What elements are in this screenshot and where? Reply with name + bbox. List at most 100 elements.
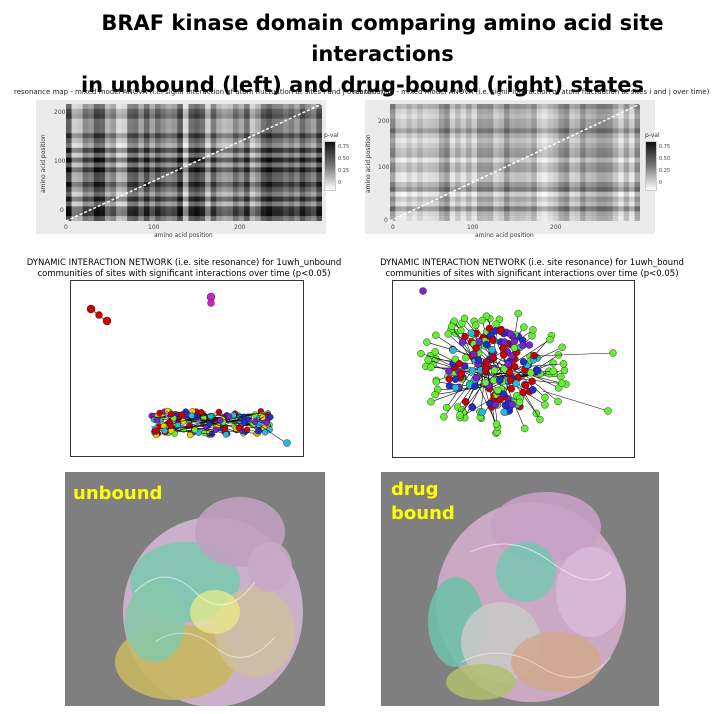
heatmap-cell (116, 104, 123, 110)
heatmap-cell (390, 104, 396, 110)
heatmap-cell (205, 167, 212, 173)
heatmap-cell (238, 143, 245, 149)
heatmap-cell (110, 186, 117, 193)
heatmap-cell (547, 138, 554, 144)
heatmap-cell (563, 147, 570, 154)
heatmap-cell (177, 152, 184, 159)
heatmap-cell (249, 157, 256, 163)
heatmap-cell (249, 162, 256, 168)
heatmap-cell (395, 143, 402, 149)
heatmap-cell (591, 162, 598, 168)
heatmap-cell (127, 128, 134, 134)
heatmap-cell (227, 167, 234, 173)
heatmap-cell (563, 133, 570, 139)
network-node (206, 420, 213, 427)
heatmap-cell (623, 147, 630, 154)
heatmap-cell (558, 162, 565, 168)
heatmap-cell (596, 138, 603, 144)
heatmap-cell (99, 118, 106, 124)
heatmap-cell (249, 216, 256, 221)
heatmap-cell (417, 113, 424, 120)
heatmap-cell (110, 143, 117, 149)
heatmap-cell (601, 157, 608, 163)
heatmap-cell (305, 147, 312, 154)
heatmap-cell (166, 201, 173, 207)
heatmap-cell (271, 216, 278, 221)
network-unbound (70, 280, 304, 457)
heatmap-cell (82, 182, 89, 188)
heatmap-cell (216, 152, 223, 159)
heatmap-cell (515, 128, 521, 134)
heatmap-cell (547, 147, 554, 154)
heatmap-cell (216, 118, 223, 124)
heatmap-cell (406, 143, 413, 149)
heatmap-cell (177, 147, 184, 154)
heatmap-cell (569, 211, 576, 217)
heatmap-cell (471, 143, 478, 149)
heatmap-cell (471, 104, 478, 110)
heatmap-cell (294, 172, 301, 178)
heatmap-cell (221, 104, 228, 110)
heatmap-cell (504, 113, 511, 120)
heatmap-cell (143, 157, 150, 163)
heatmap-cell (283, 157, 290, 163)
heatmap-cell (449, 172, 456, 178)
heatmap-cell (294, 113, 301, 120)
heatmap-cell (433, 108, 440, 115)
network-node (431, 390, 439, 399)
heatmap-cell (596, 152, 603, 159)
heatmap-cell (634, 147, 640, 154)
heatmap-cell (277, 162, 284, 168)
heatmap-cell (244, 182, 251, 188)
heatmap-cell (493, 152, 500, 159)
heatmap-cell (406, 108, 413, 115)
network-node (506, 330, 515, 338)
heatmap-cell (166, 216, 173, 221)
heatmap-cell (612, 113, 619, 120)
heatmap-cell (580, 147, 587, 154)
heatmap-cell (558, 196, 565, 202)
heatmap-cell (177, 182, 184, 188)
heatmap-cell (438, 211, 445, 217)
heatmap-cell (182, 157, 189, 163)
heatmap-cell (99, 177, 106, 183)
heatmap-cell (299, 133, 306, 139)
heatmap-cell (244, 191, 251, 198)
heatmap-cell (132, 206, 139, 212)
heatmap-cell (188, 118, 195, 124)
heatmap-cell (449, 128, 456, 134)
heatmap-cell (121, 147, 128, 154)
legend-value: 0 (659, 180, 663, 186)
network-node (482, 363, 491, 371)
heatmap-cell (558, 123, 565, 129)
heatmap-cell (110, 147, 117, 154)
heatmap-cell (504, 182, 511, 188)
heatmap-cell (438, 133, 445, 139)
heatmap-cell (255, 172, 262, 178)
heatmap-cell (299, 186, 306, 193)
heatmap-cell (400, 118, 407, 124)
network-node (478, 408, 486, 416)
heatmap-cell (316, 186, 322, 193)
heatmap-cell (160, 147, 167, 154)
heatmap-cell (182, 162, 189, 168)
heatmap-cell (271, 167, 278, 173)
heatmap-cell (116, 123, 123, 129)
heatmap-cell (504, 201, 511, 207)
heatmap-cell (305, 104, 312, 110)
heatmap-cell (618, 201, 625, 207)
heatmap-cell (66, 196, 73, 202)
heatmap-cell (310, 191, 317, 198)
legend-value: 0.75 (659, 144, 671, 150)
heatmap-cell (266, 143, 273, 149)
heatmap-cell (591, 133, 598, 139)
heatmap-cell (471, 206, 478, 212)
heatmap-cell (210, 152, 217, 159)
heatmap-cell (601, 138, 608, 144)
heatmap-cell (563, 123, 570, 129)
heatmap-cell (244, 133, 251, 139)
heatmap-cell (607, 172, 614, 178)
heatmap-cell (618, 182, 625, 188)
heatmap-cell (574, 196, 581, 202)
heatmap-cell (520, 128, 527, 134)
